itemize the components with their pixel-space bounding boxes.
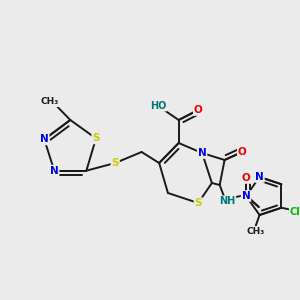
Text: N: N	[255, 172, 264, 182]
Text: N: N	[242, 191, 250, 201]
Text: N: N	[198, 148, 206, 158]
Text: Cl: Cl	[290, 207, 300, 217]
Text: S: S	[92, 134, 100, 143]
Text: CH₃: CH₃	[247, 226, 265, 236]
Text: O: O	[238, 147, 247, 157]
Text: HO: HO	[150, 101, 166, 111]
Text: O: O	[242, 173, 250, 183]
Text: S: S	[194, 198, 202, 208]
Text: NH: NH	[219, 196, 236, 206]
Text: O: O	[194, 105, 203, 115]
Text: S: S	[112, 158, 119, 168]
Text: CH₃: CH₃	[41, 98, 59, 106]
Text: N: N	[40, 134, 49, 144]
Text: N: N	[50, 166, 58, 176]
